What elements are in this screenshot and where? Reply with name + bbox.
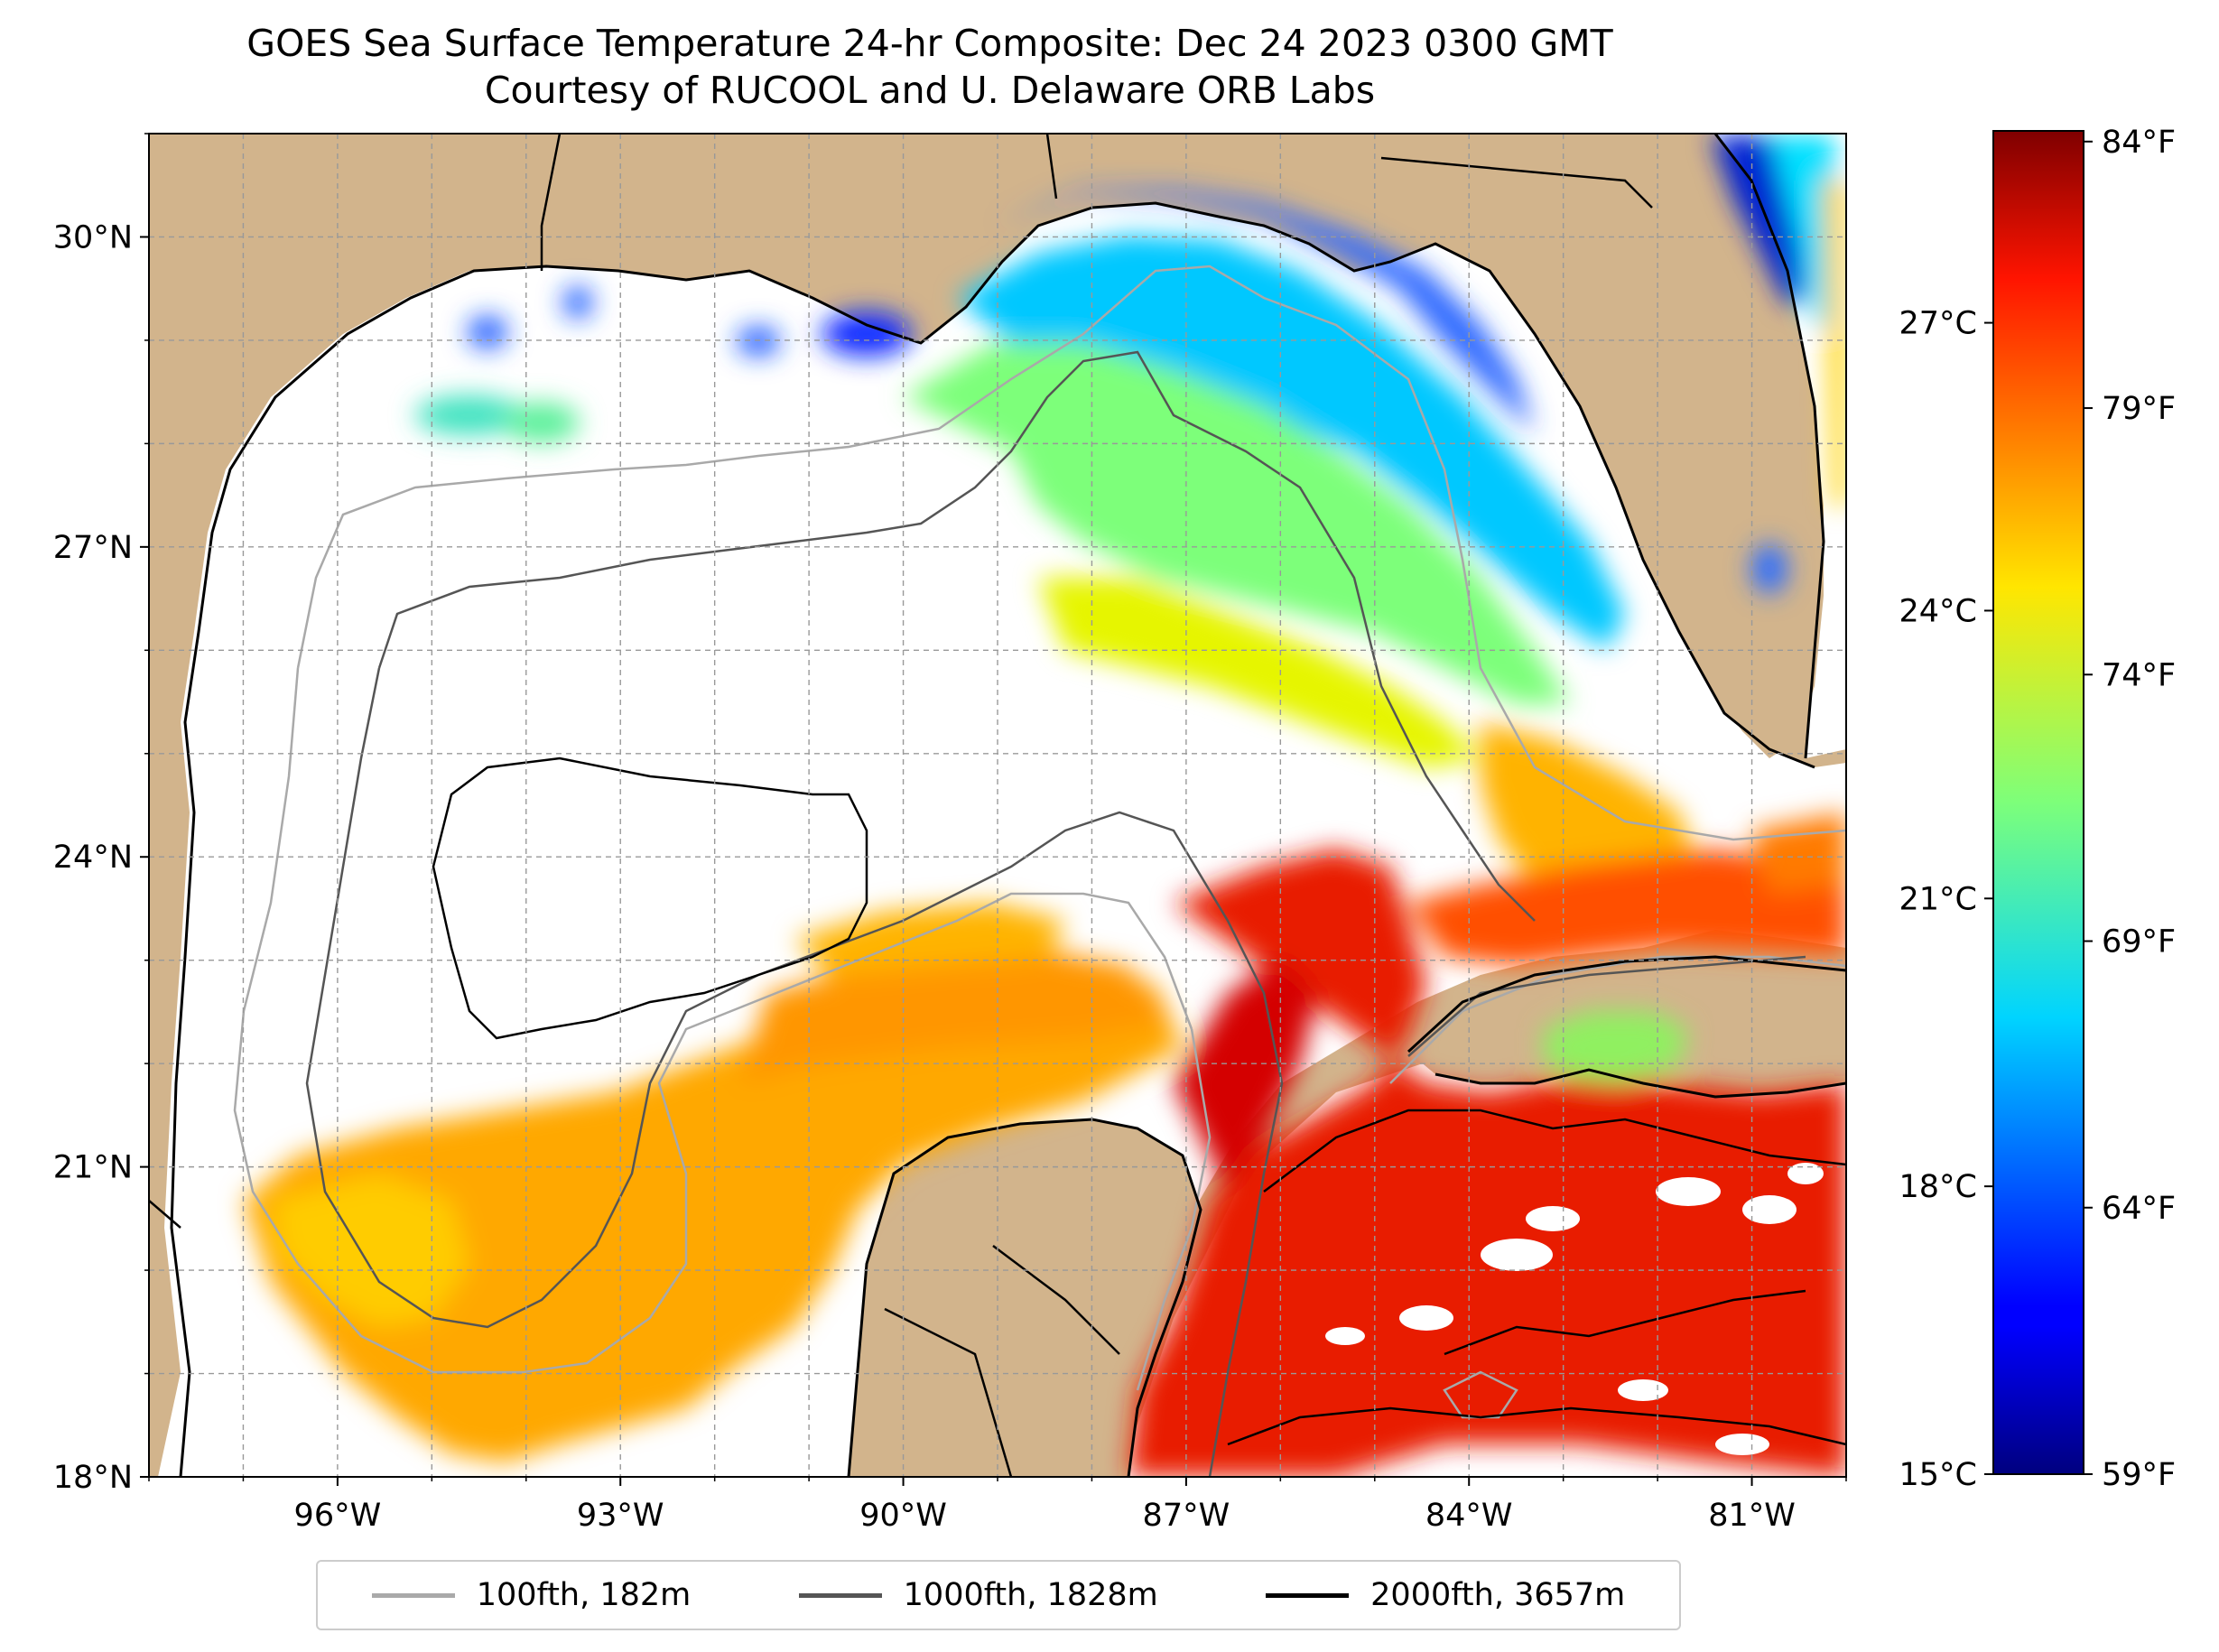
title-line-1: GOES Sea Surface Temperature 24-hr Compo… xyxy=(246,22,1613,65)
celsius-tick-label: 24°C xyxy=(1899,593,1977,629)
fahrenheit-tick-label: 69°F xyxy=(2102,924,2176,961)
contour-2000fth xyxy=(432,756,1846,1446)
gridlines xyxy=(149,134,1846,1477)
legend-entry: 100fth, 182m xyxy=(371,1577,692,1613)
legend-entry: 1000fth, 1828m xyxy=(798,1577,1158,1613)
colorbar xyxy=(1992,130,2084,1475)
lat-tick-label: 24°N xyxy=(53,840,133,876)
lon-tick-label: 84°W xyxy=(1425,1498,1513,1534)
lon-tick-label: 81°W xyxy=(1708,1498,1796,1534)
legend-line-swatch xyxy=(371,1592,455,1598)
fahrenheit-tick-label: 79°F xyxy=(2102,391,2176,427)
legend-label: 100fth, 182m xyxy=(476,1577,692,1613)
legend-label: 1000fth, 1828m xyxy=(903,1577,1158,1613)
fahrenheit-tick-label: 74°F xyxy=(2102,657,2176,693)
lat-tick-label: 21°N xyxy=(53,1150,133,1186)
map-panel xyxy=(149,134,1846,1477)
colorbar-ticks: 15°C 18°C 21°C 24°C 27°C 59°F 64°F 69°F 74°F 79°F… xyxy=(1899,125,2177,1493)
celsius-tick-label: 15°C xyxy=(1899,1457,1977,1493)
fahrenheit-tick-label: 84°F xyxy=(2102,125,2176,161)
bathymetry-legend: 100fth, 182m 1000fth, 1828m 2000fth, 3657m xyxy=(316,1560,1681,1630)
celsius-tick-label: 21°C xyxy=(1899,881,1977,917)
yucatan-land xyxy=(849,1119,1201,1477)
sst-data-layer xyxy=(244,135,1846,1477)
lon-tick-label: 90°W xyxy=(859,1498,947,1534)
celsius-tick-label: 18°C xyxy=(1899,1169,1977,1205)
lon-tick-label: 93°W xyxy=(577,1498,664,1534)
legend-entry: 2000fth, 3657m xyxy=(1266,1577,1625,1613)
coastline xyxy=(170,134,1846,1477)
legend-label: 2000fth, 3657m xyxy=(1370,1577,1626,1613)
lat-tick-label: 18°N xyxy=(53,1460,133,1496)
map-axis-ticks: 30°N 27°N 24°N 21°N 18°N 96°W 93°W 90°W 87°W 84°W… xyxy=(53,133,1847,1534)
chart-title: GOES Sea Surface Temperature 24-hr Compo… xyxy=(0,20,1860,114)
lon-tick-label: 96°W xyxy=(294,1498,382,1534)
fahrenheit-tick-label: 64°F xyxy=(2102,1191,2176,1227)
lon-tick-label: 87°W xyxy=(1143,1498,1230,1534)
no-data-holes xyxy=(1325,1163,1824,1455)
legend-line-swatch xyxy=(1266,1592,1350,1598)
legend-line-swatch xyxy=(798,1592,882,1598)
fahrenheit-tick-label: 59°F xyxy=(2102,1457,2176,1493)
celsius-tick-label: 27°C xyxy=(1899,306,1977,342)
lat-tick-label: 30°N xyxy=(53,219,133,255)
lat-tick-label: 27°N xyxy=(53,530,133,566)
borders xyxy=(149,134,1653,1477)
title-line-2: Courtesy of RUCOOL and U. Delaware ORB L… xyxy=(484,69,1376,112)
